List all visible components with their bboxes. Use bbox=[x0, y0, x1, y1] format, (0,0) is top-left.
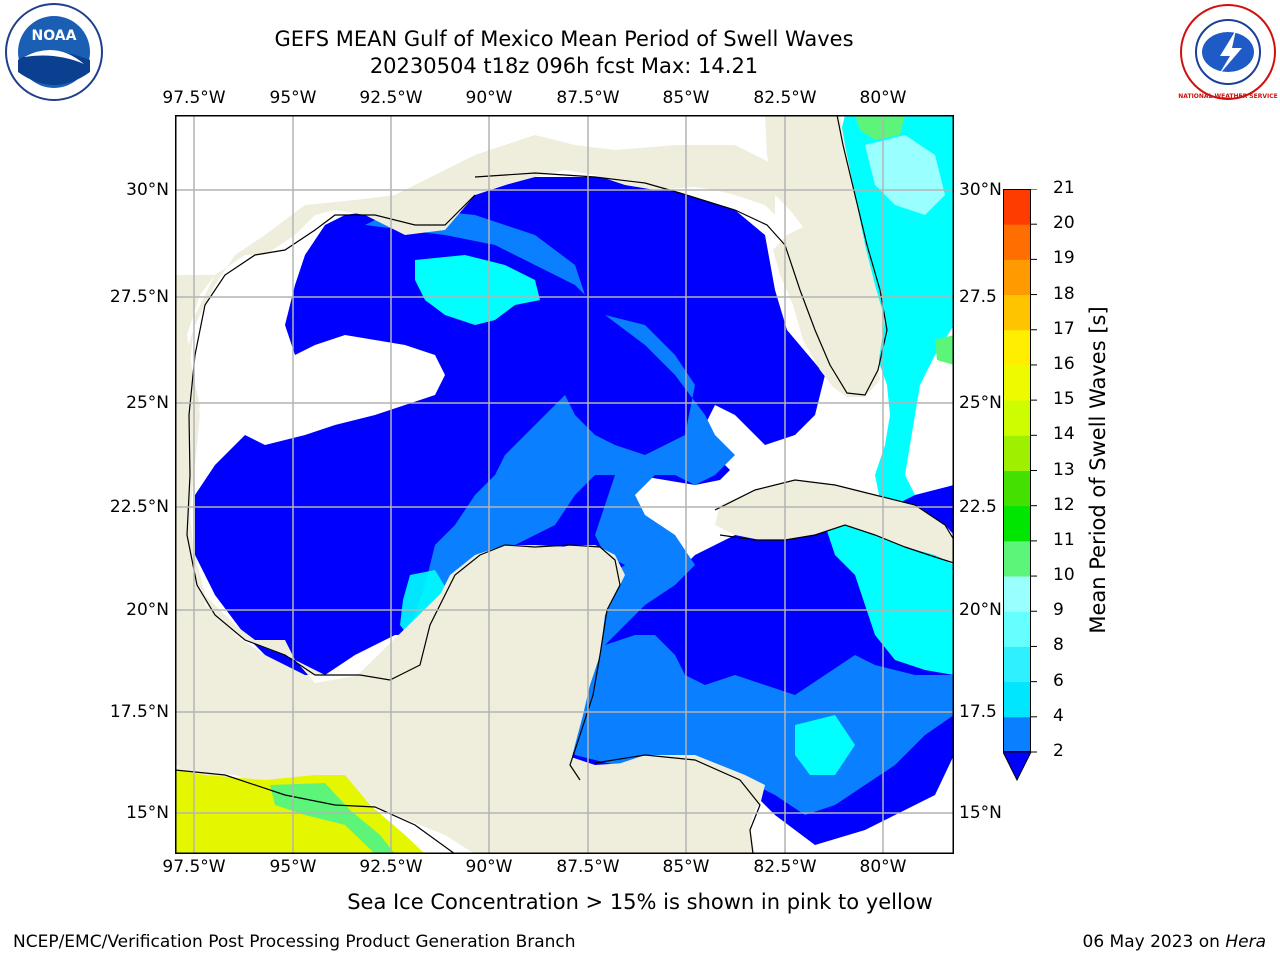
lon-label-bottom: 87.5°W bbox=[556, 857, 620, 877]
colorbar-segment bbox=[1003, 716, 1031, 753]
colorbar-tick-label: 10 bbox=[1053, 565, 1075, 586]
colorbar bbox=[1003, 189, 1037, 782]
lon-label-top: 82.5°W bbox=[753, 88, 817, 108]
lon-label-bottom: 82.5°W bbox=[753, 857, 817, 877]
land-yucatan bbox=[175, 545, 625, 854]
chart-subtitle: 20230504 t18z 096h fcst Max: 14.21 bbox=[369, 54, 759, 78]
lon-label-top: 87.5°W bbox=[556, 88, 620, 108]
colorbar-tick-label: 13 bbox=[1053, 459, 1075, 480]
swell-field-caribbean-cyan bbox=[825, 520, 954, 675]
colorbar-segment bbox=[1003, 576, 1031, 612]
footer-date-text: 06 May 2023 on bbox=[1082, 932, 1226, 952]
colorbar-segment bbox=[1003, 646, 1031, 683]
colorbar-tick-label: 19 bbox=[1053, 248, 1075, 269]
colorbar-tick-label: 4 bbox=[1053, 705, 1064, 726]
colorbar-segment bbox=[1003, 435, 1031, 471]
footer-date: 06 May 2023 on Hera bbox=[1083, 932, 1267, 952]
colorbar-under-triangle bbox=[1003, 751, 1032, 782]
sea-ice-note: Sea Ice Concentration > 15% is shown in … bbox=[347, 890, 933, 914]
map-frame bbox=[175, 115, 954, 854]
footer-machine: Hera bbox=[1225, 932, 1266, 952]
land-cuba bbox=[715, 480, 954, 565]
colorbar-tick-label: 17 bbox=[1053, 318, 1075, 339]
colorbar-tick-label: 18 bbox=[1053, 283, 1075, 304]
nws-logo: NATIONAL WEATHER SERVICE bbox=[1178, 4, 1278, 100]
lat-label-left: 30°N bbox=[126, 180, 169, 200]
colorbar-tick-label: 2 bbox=[1053, 741, 1064, 761]
swell-field-deep-blue bbox=[195, 177, 954, 845]
colorbar-segment bbox=[1003, 540, 1031, 577]
colorbar-segment bbox=[1003, 224, 1031, 260]
nws-logo-text: NATIONAL WEATHER SERVICE bbox=[1178, 93, 1277, 100]
lon-label-bottom: 92.5°W bbox=[359, 857, 423, 877]
lon-label-top: 92.5°W bbox=[359, 88, 423, 108]
colorbar-segment bbox=[1003, 470, 1031, 507]
colorbar-segment bbox=[1003, 364, 1031, 401]
colorbar-segment bbox=[1003, 189, 1031, 225]
swell-field-cyan-south bbox=[795, 715, 855, 775]
sea-ice-green bbox=[270, 783, 395, 854]
lat-label-left: 27.5°N bbox=[109, 287, 169, 307]
lon-label-top: 95°W bbox=[269, 88, 317, 108]
colorbar-tick-label: 12 bbox=[1053, 494, 1075, 515]
colorbar-frame bbox=[1003, 189, 1031, 752]
lat-label-right: 15°N bbox=[959, 803, 1002, 823]
swell-field-cyan-central bbox=[415, 255, 540, 325]
map-panel bbox=[175, 115, 954, 854]
noaa-logo-text: NOAA bbox=[32, 28, 77, 44]
colorbar-tick-label: 15 bbox=[1053, 389, 1075, 410]
colorbar-segment bbox=[1003, 294, 1031, 331]
lon-label-top: 80°W bbox=[859, 88, 907, 108]
colorbar-title: Mean Period of Swell Waves [s] bbox=[1086, 306, 1110, 634]
lat-label-right: 25°N bbox=[959, 393, 1002, 413]
colorbar-tick-label: 11 bbox=[1053, 529, 1075, 550]
colorbar-tick-label: 16 bbox=[1053, 353, 1075, 374]
colorbar-tick-label: 14 bbox=[1053, 424, 1075, 445]
land-florida bbox=[765, 115, 880, 397]
coastline bbox=[175, 115, 954, 854]
colorbar-segment bbox=[1003, 611, 1031, 647]
lat-label-left: 25°N bbox=[126, 393, 169, 413]
lon-label-bottom: 95°W bbox=[269, 857, 317, 877]
colorbar-segment bbox=[1003, 681, 1031, 718]
lat-label-left: 20°N bbox=[126, 600, 169, 620]
lon-label-top: 85°W bbox=[662, 88, 710, 108]
lon-label-bottom: 90°W bbox=[465, 857, 513, 877]
colorbar-segment bbox=[1003, 400, 1031, 436]
footer-credit: NCEP/EMC/Verification Post Processing Pr… bbox=[13, 932, 576, 952]
colorbar-tick-label: 9 bbox=[1053, 600, 1064, 621]
lon-label-bottom: 80°W bbox=[859, 857, 907, 877]
swell-field-light-cyan bbox=[865, 135, 945, 215]
colorbar-tick-label: 8 bbox=[1053, 635, 1064, 656]
colorbar-segment bbox=[1003, 505, 1031, 542]
lon-label-bottom: 85°W bbox=[662, 857, 710, 877]
swell-field-green bbox=[855, 115, 905, 140]
gridlines bbox=[175, 115, 954, 854]
lon-label-bottom: 97.5°W bbox=[162, 857, 226, 877]
lat-label-left: 22.5°N bbox=[109, 497, 169, 517]
colorbar-tick-label: 20 bbox=[1053, 213, 1075, 234]
lon-label-top: 97.5°W bbox=[162, 88, 226, 108]
colorbar-segment bbox=[1003, 329, 1031, 366]
lat-label-right: 22.5 bbox=[959, 497, 997, 517]
swell-field-green-right bbox=[935, 335, 954, 365]
colorbar-tick-label: 6 bbox=[1053, 670, 1064, 691]
swell-field-mid-blue bbox=[365, 210, 954, 815]
lat-label-right: 17.5 bbox=[959, 702, 997, 722]
colorbar-segment bbox=[1003, 259, 1031, 296]
lat-label-right: 20°N bbox=[959, 600, 1002, 620]
lat-label-left: 17.5°N bbox=[109, 702, 169, 722]
colorbar-tick-label: 21 bbox=[1053, 178, 1075, 198]
lon-label-top: 90°W bbox=[465, 88, 513, 108]
noaa-logo: NOAA bbox=[5, 3, 103, 101]
lat-label-left: 15°N bbox=[126, 803, 169, 823]
lat-label-right: 30°N bbox=[959, 180, 1002, 200]
lat-label-right: 27.5 bbox=[959, 287, 997, 307]
chart-title: GEFS MEAN Gulf of Mexico Mean Period of … bbox=[274, 27, 854, 51]
